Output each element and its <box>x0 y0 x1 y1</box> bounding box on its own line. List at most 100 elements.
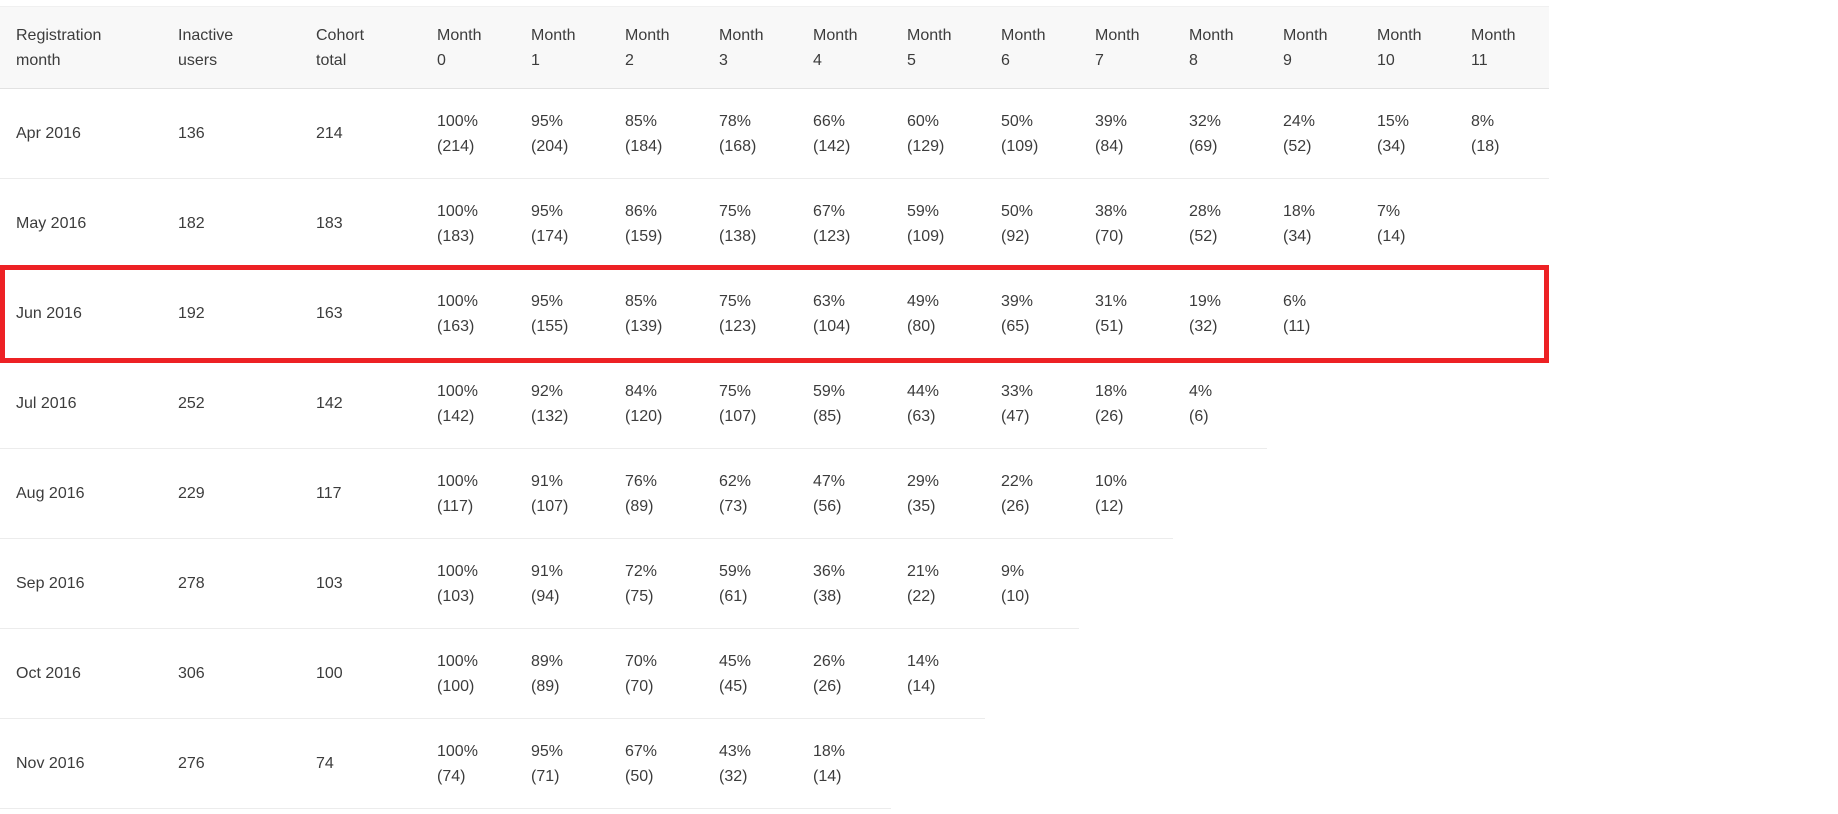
retention-cell: 14% (14) <box>891 628 985 719</box>
retention-cell: 85% (184) <box>609 88 703 179</box>
retention-cell: 75% (107) <box>703 358 797 449</box>
column-header: Month 3 <box>703 6 797 89</box>
column-header-label: Month 2 <box>625 26 670 69</box>
cohort-total-cell: 117 <box>300 448 421 539</box>
retention-cell: 95% (155) <box>515 268 609 359</box>
retention-count: (70) <box>625 677 654 695</box>
retention-cell: 100% (103) <box>421 538 515 629</box>
retention-count: (63) <box>907 407 936 425</box>
column-header-label: Month 11 <box>1471 26 1516 69</box>
retention-percent: 22% <box>1001 472 1034 490</box>
column-header: Month 2 <box>609 6 703 89</box>
retention-count: (120) <box>625 407 663 425</box>
retention-count: (32) <box>1189 317 1218 335</box>
cohort-total-cell: 100 <box>300 628 421 719</box>
registration-month-cell: Jun 2016 <box>0 268 162 359</box>
column-header-label: Cohort total <box>316 26 365 69</box>
retention-percent: 39% <box>1095 112 1128 130</box>
retention-count: (26) <box>1095 407 1124 425</box>
retention-count: (71) <box>531 767 560 785</box>
retention-percent: 67% <box>625 742 658 760</box>
retention-count: (50) <box>625 767 654 785</box>
retention-percent: 91% <box>531 472 564 490</box>
column-header-label: Month 10 <box>1377 26 1422 69</box>
retention-percent: 85% <box>625 112 658 130</box>
retention-percent: 45% <box>719 652 752 670</box>
retention-percent: 89% <box>531 652 564 670</box>
retention-percent: 100% <box>437 652 478 670</box>
retention-count: (22) <box>907 587 936 605</box>
retention-percent: 66% <box>813 112 846 130</box>
table-row: Aug 2016 229 117 100% (117) 91% (107) 76% (89) 62… <box>0 448 1549 539</box>
retention-percent: 18% <box>813 742 846 760</box>
column-header-label: Registration month <box>16 26 102 69</box>
cohort-total-cell: 74 <box>300 718 421 809</box>
retention-percent: 18% <box>1095 382 1128 400</box>
retention-count: (89) <box>531 677 560 695</box>
retention-count: (14) <box>813 767 842 785</box>
cohort-table-container: Registration month Inactive users Cohort t… <box>0 6 1549 809</box>
retention-percent: 75% <box>719 292 752 310</box>
retention-count: (168) <box>719 137 757 155</box>
retention-percent: 62% <box>719 472 752 490</box>
retention-cell: 100% (74) <box>421 718 515 809</box>
retention-count: (26) <box>1001 497 1030 515</box>
column-header: Month 10 <box>1361 6 1455 89</box>
cohort-total-cell: 163 <box>300 268 421 359</box>
column-header-label: Month 7 <box>1095 26 1140 69</box>
retention-cell: 91% (94) <box>515 538 609 629</box>
retention-count: (6) <box>1189 407 1209 425</box>
retention-percent: 43% <box>719 742 752 760</box>
retention-percent: 44% <box>907 382 940 400</box>
inactive-users-cell: 306 <box>162 628 300 719</box>
retention-percent: 59% <box>907 202 940 220</box>
column-header: Cohort total <box>300 6 421 89</box>
column-header-label: Month 8 <box>1189 26 1234 69</box>
retention-cell: 100% (142) <box>421 358 515 449</box>
retention-count: (65) <box>1001 317 1030 335</box>
retention-percent: 33% <box>1001 382 1034 400</box>
column-header: Month 8 <box>1173 6 1267 89</box>
retention-count: (34) <box>1377 137 1406 155</box>
retention-cell: 100% (117) <box>421 448 515 539</box>
retention-count: (45) <box>719 677 748 695</box>
retention-percent: 59% <box>719 562 752 580</box>
retention-cell: 89% (89) <box>515 628 609 719</box>
column-header-label: Month 1 <box>531 26 576 69</box>
retention-cell: 7% (14) <box>1361 178 1455 269</box>
retention-percent: 19% <box>1189 292 1222 310</box>
column-header: Month 9 <box>1267 6 1361 89</box>
retention-count: (12) <box>1095 497 1124 515</box>
retention-cell: 100% (100) <box>421 628 515 719</box>
registration-month-cell: May 2016 <box>0 178 162 269</box>
retention-cell: 60% (129) <box>891 88 985 179</box>
column-header-label: Month 4 <box>813 26 858 69</box>
retention-percent: 6% <box>1283 292 1307 310</box>
column-header: Month 1 <box>515 6 609 89</box>
retention-count: (38) <box>813 587 842 605</box>
retention-percent: 91% <box>531 562 564 580</box>
retention-cell: 21% (22) <box>891 538 985 629</box>
retention-count: (84) <box>1095 137 1124 155</box>
retention-cell: 86% (159) <box>609 178 703 269</box>
retention-count: (139) <box>625 317 663 335</box>
retention-percent: 15% <box>1377 112 1410 130</box>
retention-percent: 29% <box>907 472 940 490</box>
registration-month-cell: Aug 2016 <box>0 448 162 539</box>
retention-count: (142) <box>813 137 851 155</box>
retention-percent: 38% <box>1095 202 1128 220</box>
retention-percent: 100% <box>437 292 478 310</box>
retention-count: (35) <box>907 497 936 515</box>
retention-cell: 49% (80) <box>891 268 985 359</box>
retention-cell: 100% (163) <box>421 268 515 359</box>
column-header: Month 7 <box>1079 6 1173 89</box>
inactive-users-cell: 182 <box>162 178 300 269</box>
table-row: Nov 2016 276 74 100% (74) 95% (71) 67% (50) 43% (3… <box>0 718 1549 809</box>
column-header: Month 0 <box>421 6 515 89</box>
retention-count: (123) <box>719 317 757 335</box>
retention-percent: 76% <box>625 472 658 490</box>
inactive-users-cell: 192 <box>162 268 300 359</box>
retention-percent: 9% <box>1001 562 1025 580</box>
cohort-retention-table: Registration month Inactive users Cohort t… <box>0 6 1549 809</box>
registration-month-cell: Apr 2016 <box>0 88 162 179</box>
